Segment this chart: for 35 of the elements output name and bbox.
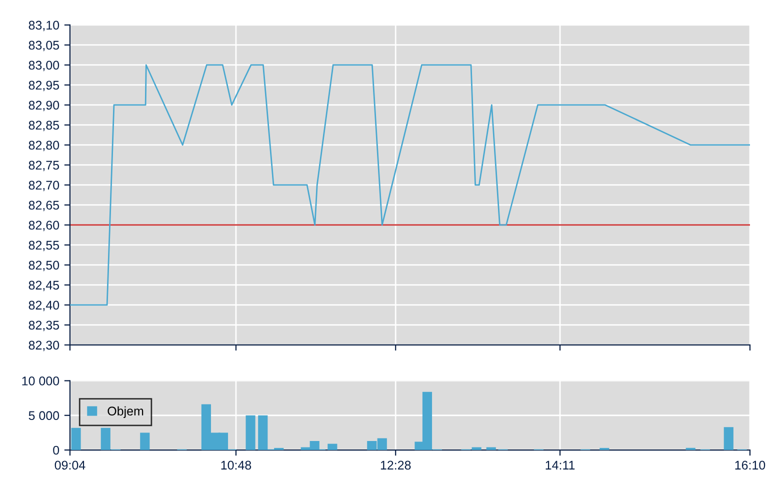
legend-label: Objem [108,406,144,418]
x-tick-label: 16:10 [735,460,766,470]
bar [140,432,150,450]
y-tick-label: 82,40 [28,300,60,312]
y-tick-label: 82,65 [28,200,60,212]
x-tick-label: 14:11 [546,460,575,470]
bar [328,444,338,450]
x-tick-label: 10:48 [221,460,252,470]
bar [600,448,610,450]
bar [724,427,734,450]
y-tick-label: 82,70 [28,180,60,192]
bar [686,448,696,450]
y-tick-label: 82,35 [28,320,60,332]
y-tick-label: 5 000 [28,411,60,420]
x-tick-label: 12:28 [380,460,411,470]
x-tick-label: 09:04 [54,460,86,470]
y-tick-label: 82,55 [28,240,60,252]
y-tick-label: 82,90 [28,100,60,112]
bar [246,415,256,450]
y-tick-label: 82,60 [28,220,60,232]
y-tick-label: 82,80 [28,140,60,152]
y-tick-label: 0 [53,446,60,455]
y-tick-label: 82,95 [28,80,60,92]
y-tick-label: 10 000 [22,376,60,386]
bar [486,447,496,450]
bar [71,428,81,450]
line-series [70,64,750,306]
y-tick-label: 82,30 [28,340,60,352]
y-tick-label: 83,10 [28,20,60,32]
y-tick-label: 83,00 [28,60,60,72]
y-tick-label: 83,05 [28,40,60,52]
y-tick-label: 82,50 [28,260,60,272]
y-tick-label: 82,75 [28,160,60,172]
y-tick-label: 82,45 [28,280,60,292]
y-tick-label: 82,85 [28,120,60,132]
